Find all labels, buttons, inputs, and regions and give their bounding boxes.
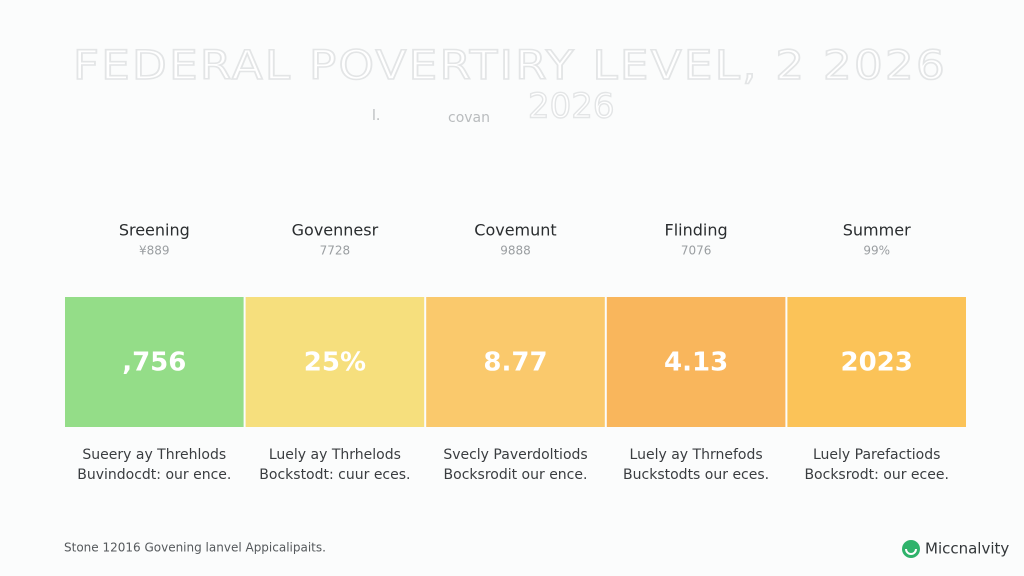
column-name: Flinding	[665, 221, 728, 240]
brand-icon	[902, 540, 920, 558]
brand: Miccnalvity	[925, 540, 1009, 558]
description-line: Bockstodt: cuur eces.	[259, 467, 410, 483]
box-value: ,756	[122, 348, 186, 378]
brand-badge: Miccnalvity	[902, 540, 1009, 558]
value-box	[426, 297, 605, 427]
columns: Sreening ¥889 ,756 Sueery ay Threhlods Buvin…	[65, 221, 966, 483]
value-box	[787, 297, 966, 427]
footer-note: Stone 12016 Govening lanvel Appicalipait…	[64, 541, 326, 555]
box-value: 2023	[841, 348, 913, 378]
value-box	[65, 297, 244, 427]
description-line: Sueery ay Threhlods	[82, 447, 226, 463]
description-line: Luely Parefactiods	[813, 447, 940, 463]
title: FEDERAL POVERTIRY LEVEL, 2 2026	[73, 43, 947, 89]
value-box	[245, 297, 425, 427]
box-value: 25%	[304, 348, 366, 378]
box-value: 4.13	[664, 348, 728, 378]
description-line: Svecly Paverdoltiods	[443, 447, 587, 463]
description-line: Bocksrodt: our ecee.	[804, 467, 948, 483]
brand-icon-mark	[905, 548, 917, 555]
column-sub: 99%	[863, 244, 890, 258]
column-sub: 7728	[320, 244, 351, 258]
column-sub: 9888	[500, 244, 531, 258]
box-value: 8.77	[483, 348, 547, 378]
column-name: Summer	[843, 221, 911, 240]
column-sub: 7076	[681, 244, 712, 258]
subtitle-mid: covan	[448, 110, 490, 126]
description-line: Bocksrodit our ence.	[444, 467, 588, 483]
column-name: Sreening	[119, 221, 190, 240]
column-name: Covemunt	[474, 221, 556, 240]
description-line: Luely ay Thrnefods	[630, 447, 763, 463]
description-line: Buvindocdt: our ence.	[77, 467, 231, 483]
column-name: Govennesr	[292, 221, 379, 240]
description-line: Luely ay Thrhelods	[269, 447, 401, 463]
column-sub: ¥889	[139, 244, 170, 258]
subtitle-left: l.	[372, 108, 380, 124]
value-box	[606, 297, 786, 427]
description-line: Buckstodts our eces.	[623, 467, 769, 483]
subtitle-year: 2026	[528, 87, 615, 127]
